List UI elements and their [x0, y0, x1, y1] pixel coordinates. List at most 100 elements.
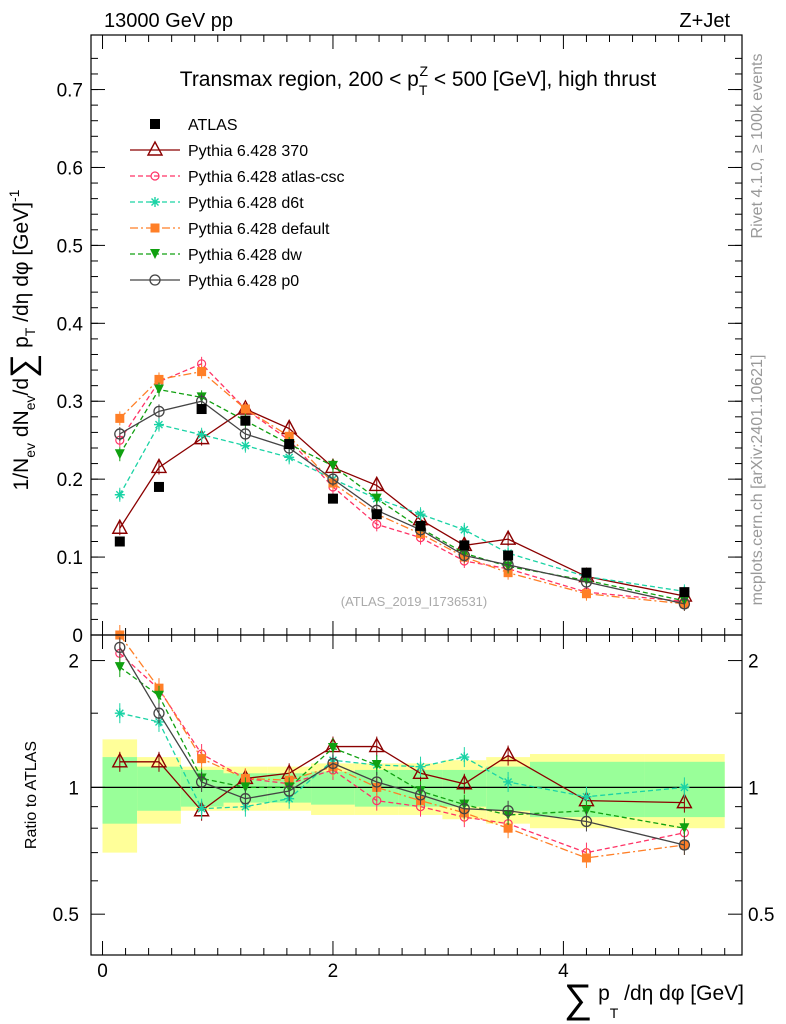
main-point-p370 [193, 429, 210, 445]
ratio-point-d6t [415, 761, 426, 772]
legend-label-default: Pythia 6.428 default [188, 221, 330, 238]
main-point-ATLAS [371, 509, 382, 520]
ratio-point-d6t [114, 708, 125, 719]
main-point-ATLAS [114, 536, 125, 547]
ratio-point-p370 [412, 763, 429, 779]
main-point-ATLAS [327, 493, 338, 504]
main-point-default [284, 431, 294, 441]
ratio-point-p0 [414, 789, 427, 801]
ratio-point-p0 [502, 805, 514, 817]
main-point-p0 [327, 473, 339, 485]
main-panel-marks [111, 356, 693, 611]
main-point-default [154, 374, 164, 384]
main-point-d6t [459, 524, 470, 535]
ratio-point-p0 [678, 839, 691, 851]
ratio-point-p370 [499, 746, 517, 762]
ratio-panel-marks [91, 625, 742, 868]
ratio-point-d6t [459, 752, 470, 763]
main-ytick-label: 0.3 [57, 392, 83, 413]
ratio-y-axis-label: Ratio to ATLAS [23, 741, 40, 849]
legend-label-dw: Pythia 6.428 dw [188, 247, 302, 264]
ratio-point-dw [153, 690, 164, 701]
legend-marker-default [150, 223, 160, 233]
main-point-ATLAS [415, 520, 426, 531]
main-line-d6t [119, 423, 685, 593]
ratio-point-d6t [581, 791, 592, 802]
legend-marker-p370 [146, 140, 164, 156]
main-point-ATLAS [153, 481, 164, 492]
main-point-ATLAS [581, 567, 592, 578]
ratio-point-d6t [196, 803, 207, 814]
ratio-xtick-label: 4 [558, 961, 569, 982]
legend-marker-atlascsc [150, 171, 160, 181]
main-point-d6t [284, 452, 295, 463]
main-point-default [197, 367, 207, 377]
ratio-xtick-label: 2 [328, 961, 339, 982]
main-point-default [240, 404, 250, 414]
ratio-line-d6t [119, 712, 685, 810]
main-point-default [581, 589, 591, 599]
main-point-dw [371, 493, 382, 504]
ratio-point-p0 [580, 815, 593, 828]
ratio-point-d6t [503, 776, 514, 787]
legend-label-p370: Pythia 6.428 370 [188, 143, 308, 160]
header-right: Z+Jet [679, 10, 730, 32]
legend-marker-dw [150, 249, 160, 259]
legend-label-p0: Pythia 6.428 p0 [188, 273, 299, 290]
ratio-line-p370 [119, 745, 685, 812]
ratio-point-dw [581, 805, 592, 816]
main-ytick-label: 0.7 [57, 81, 83, 102]
ratio-point-p370 [456, 774, 473, 790]
main-point-d6t [114, 489, 125, 500]
ratio-line-default [119, 634, 685, 859]
legend: ATLAS Pythia 6.428 370 Pythia 6.428 atlas-… [130, 117, 345, 290]
legend-label-ATLAS: ATLAS [188, 117, 238, 134]
ratio-ytick-label: 2 [68, 652, 79, 673]
ratio-point-p0 [153, 707, 165, 719]
ratio-point-p0 [458, 803, 470, 815]
main-point-dw [153, 384, 164, 395]
legend-marker-ATLAS [150, 119, 160, 129]
main-point-ATLAS [459, 540, 470, 551]
main-point-p370 [111, 518, 128, 534]
ratio-point-p370 [111, 752, 128, 768]
mcplots-label: mcplots.cern.ch [arXiv:2401.10621] [749, 355, 766, 606]
ratio-xtick-label: 0 [97, 961, 108, 982]
ratio-point-dw [114, 662, 125, 673]
ratio-point-default [581, 853, 591, 863]
main-line-p0 [119, 400, 685, 605]
main-ytick-label: 0 [72, 626, 83, 647]
ratio-point-d6t [679, 782, 690, 793]
x-axis-label: ∑ pT /dη dφ [GeV] [564, 977, 744, 1021]
ratio-point-dw [371, 760, 382, 771]
main-point-d6t [415, 509, 426, 520]
ratio-point-p0 [283, 785, 295, 797]
ratio-frame [90, 634, 743, 956]
ratio-line-dw [119, 666, 685, 829]
main-point-ATLAS [196, 404, 207, 415]
ratio-ytick-label: 0.5 [53, 905, 79, 926]
legend-label-d6t: Pythia 6.428 d6t [188, 195, 304, 212]
main-point-ATLAS [503, 550, 514, 561]
main-point-p0 [153, 405, 165, 418]
main-point-ATLAS [240, 415, 251, 426]
ratio-ytick-label: 1 [68, 778, 79, 799]
main-point-ATLAS [679, 587, 690, 598]
main-ytick-label: 0.5 [57, 236, 83, 257]
ratio-point-dw [240, 782, 251, 793]
main-point-default [115, 413, 125, 423]
ratio-point-p0 [327, 757, 339, 770]
ratio-ytick-label-right: 1 [748, 778, 759, 799]
main-point-dw [327, 460, 338, 471]
analysis-watermark: (ATLAS_2019_I1736531) [341, 594, 487, 609]
main-line-dw [119, 388, 685, 602]
main-point-p370 [499, 529, 517, 545]
main-point-d6t [196, 429, 207, 440]
main-point-p0 [458, 549, 470, 562]
main-point-dw [114, 449, 125, 460]
chart-title: Transmax region, 200 < pTZ < 500 [GeV], … [180, 63, 657, 98]
ratio-point-p370 [676, 793, 693, 809]
main-point-p0 [239, 428, 252, 440]
ratio-point-p370 [368, 737, 385, 753]
ratio-point-p0 [195, 776, 208, 788]
